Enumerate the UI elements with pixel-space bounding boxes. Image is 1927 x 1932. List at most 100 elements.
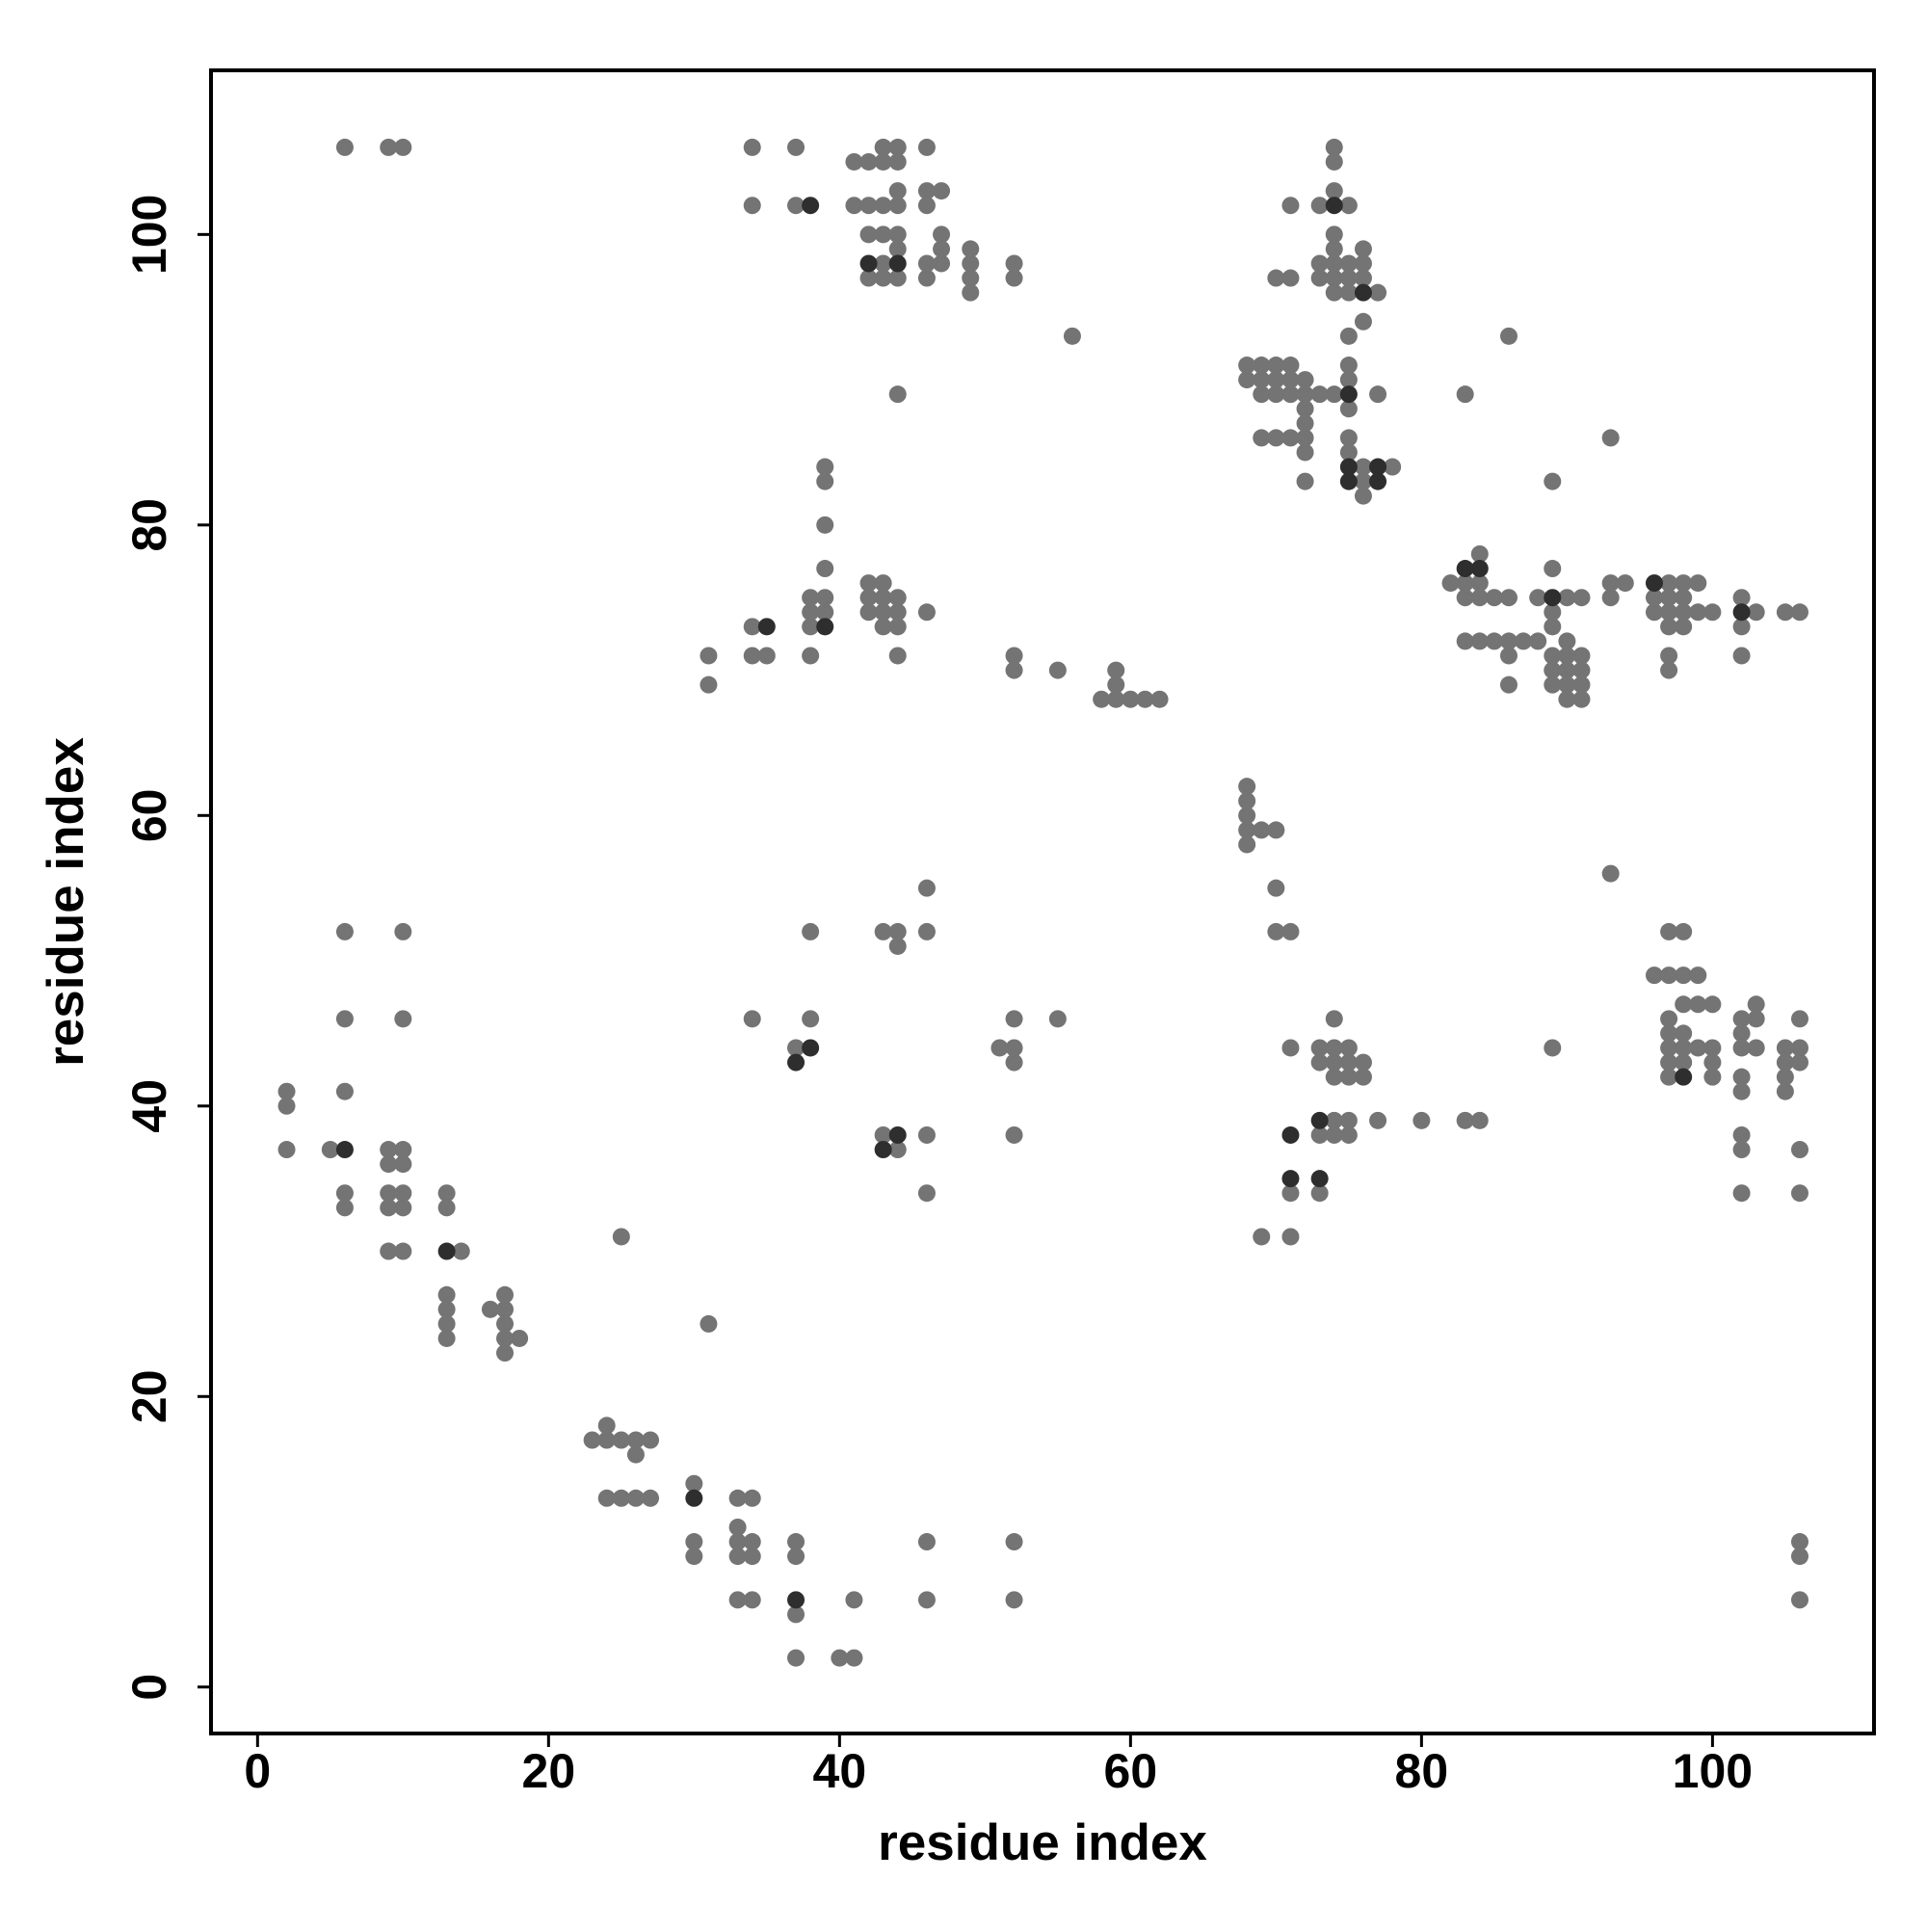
scatter-point	[1325, 269, 1343, 287]
scatter-point	[496, 1314, 515, 1333]
scatter-point	[1572, 661, 1591, 679]
scatter-point	[859, 269, 878, 287]
scatter-point	[874, 152, 892, 171]
scatter-point	[917, 1184, 936, 1203]
scatter-point	[1470, 1111, 1489, 1129]
scatter-point	[1005, 1053, 1023, 1072]
scatter-point	[888, 225, 907, 244]
scatter-point	[787, 1605, 805, 1624]
scatter-point	[1790, 1533, 1808, 1551]
scatter-point	[1732, 1039, 1751, 1057]
scatter-point	[626, 1445, 645, 1464]
scatter-point	[933, 225, 951, 244]
scatter-point	[1281, 269, 1300, 287]
scatter-point	[380, 1184, 398, 1203]
scatter-point	[1281, 1184, 1300, 1203]
scatter-point	[1790, 1548, 1808, 1566]
scatter-point	[700, 1314, 718, 1333]
scatter-point	[700, 647, 718, 665]
scatter-point	[1238, 792, 1256, 810]
scatter-point	[933, 254, 951, 273]
scatter-point	[1005, 254, 1023, 273]
scatter-point	[888, 603, 907, 622]
scatter-point	[1441, 574, 1460, 593]
scatter-point	[1703, 1068, 1722, 1086]
scatter-point	[1296, 414, 1314, 433]
scatter-point	[1150, 690, 1169, 708]
scatter-point	[1325, 182, 1343, 200]
scatter-point	[1790, 603, 1808, 622]
scatter-point	[845, 1649, 863, 1667]
scatter-point	[816, 589, 834, 607]
scatter-point	[1325, 240, 1343, 258]
scatter-point	[787, 1591, 805, 1609]
scatter-point	[1325, 254, 1343, 273]
scatter-point	[1339, 458, 1358, 476]
scatter-point	[816, 560, 834, 578]
scatter-point	[1339, 385, 1358, 404]
scatter-point	[1354, 472, 1372, 490]
scatter-point	[845, 152, 863, 171]
scatter-point	[888, 254, 907, 273]
scatter-point	[787, 1533, 805, 1551]
scatter-point	[1601, 574, 1620, 593]
scatter-point	[1732, 1082, 1751, 1100]
x-tick-label: 0	[244, 1744, 271, 1798]
scatter-point	[511, 1329, 529, 1347]
scatter-point	[1732, 1010, 1751, 1028]
scatter-point	[787, 1053, 805, 1072]
scatter-point	[685, 1474, 703, 1493]
scatter-point	[917, 1125, 936, 1144]
scatter-point	[1107, 661, 1125, 679]
scatter-point	[1776, 1039, 1794, 1057]
scatter-point	[1136, 690, 1154, 708]
scatter-point	[1281, 1170, 1300, 1188]
scatter-point	[1354, 240, 1372, 258]
scatter-point	[380, 1155, 398, 1174]
scatter-point	[1544, 618, 1562, 636]
scatter-point	[452, 1242, 470, 1260]
scatter-point	[335, 1082, 354, 1100]
scatter-point	[917, 269, 936, 287]
scatter-point	[859, 589, 878, 607]
scatter-point	[394, 1010, 412, 1028]
scatter-point	[335, 1141, 354, 1159]
scatter-point	[1369, 472, 1387, 490]
scatter-point	[802, 1039, 820, 1057]
scatter-point	[1689, 966, 1707, 985]
scatter-point	[859, 197, 878, 215]
scatter-point	[1776, 1068, 1794, 1086]
scatter-point	[1732, 603, 1751, 622]
scatter-point	[917, 922, 936, 940]
scatter-point	[874, 589, 892, 607]
scatter-point	[1310, 385, 1329, 404]
scatter-point	[1601, 589, 1620, 607]
scatter-point	[1703, 1053, 1722, 1072]
scatter-point	[1499, 675, 1518, 694]
scatter-point	[874, 1125, 892, 1144]
scatter-point	[1281, 197, 1300, 215]
scatter-point	[1703, 995, 1722, 1014]
scatter-point	[481, 1300, 499, 1318]
scatter-point	[1107, 675, 1125, 694]
scatter-point	[1790, 1010, 1808, 1028]
scatter-point	[1485, 589, 1503, 607]
scatter-point	[859, 603, 878, 622]
scatter-point	[1544, 603, 1562, 622]
scatter-point	[874, 138, 892, 156]
scatter-point	[1253, 385, 1271, 404]
scatter-point	[917, 1533, 936, 1551]
scatter-point	[685, 1489, 703, 1507]
y-tick-label: 80	[122, 498, 176, 552]
scatter-point	[1325, 1039, 1343, 1057]
scatter-point	[1369, 458, 1387, 476]
scatter-point	[1747, 995, 1765, 1014]
scatter-point	[1325, 283, 1343, 302]
scatter-point	[642, 1431, 660, 1449]
scatter-point	[1776, 603, 1794, 622]
scatter-point	[1732, 1184, 1751, 1203]
scatter-point	[1238, 807, 1256, 825]
scatter-point	[1660, 1039, 1678, 1057]
scatter-point	[888, 385, 907, 404]
scatter-point	[1456, 560, 1474, 578]
